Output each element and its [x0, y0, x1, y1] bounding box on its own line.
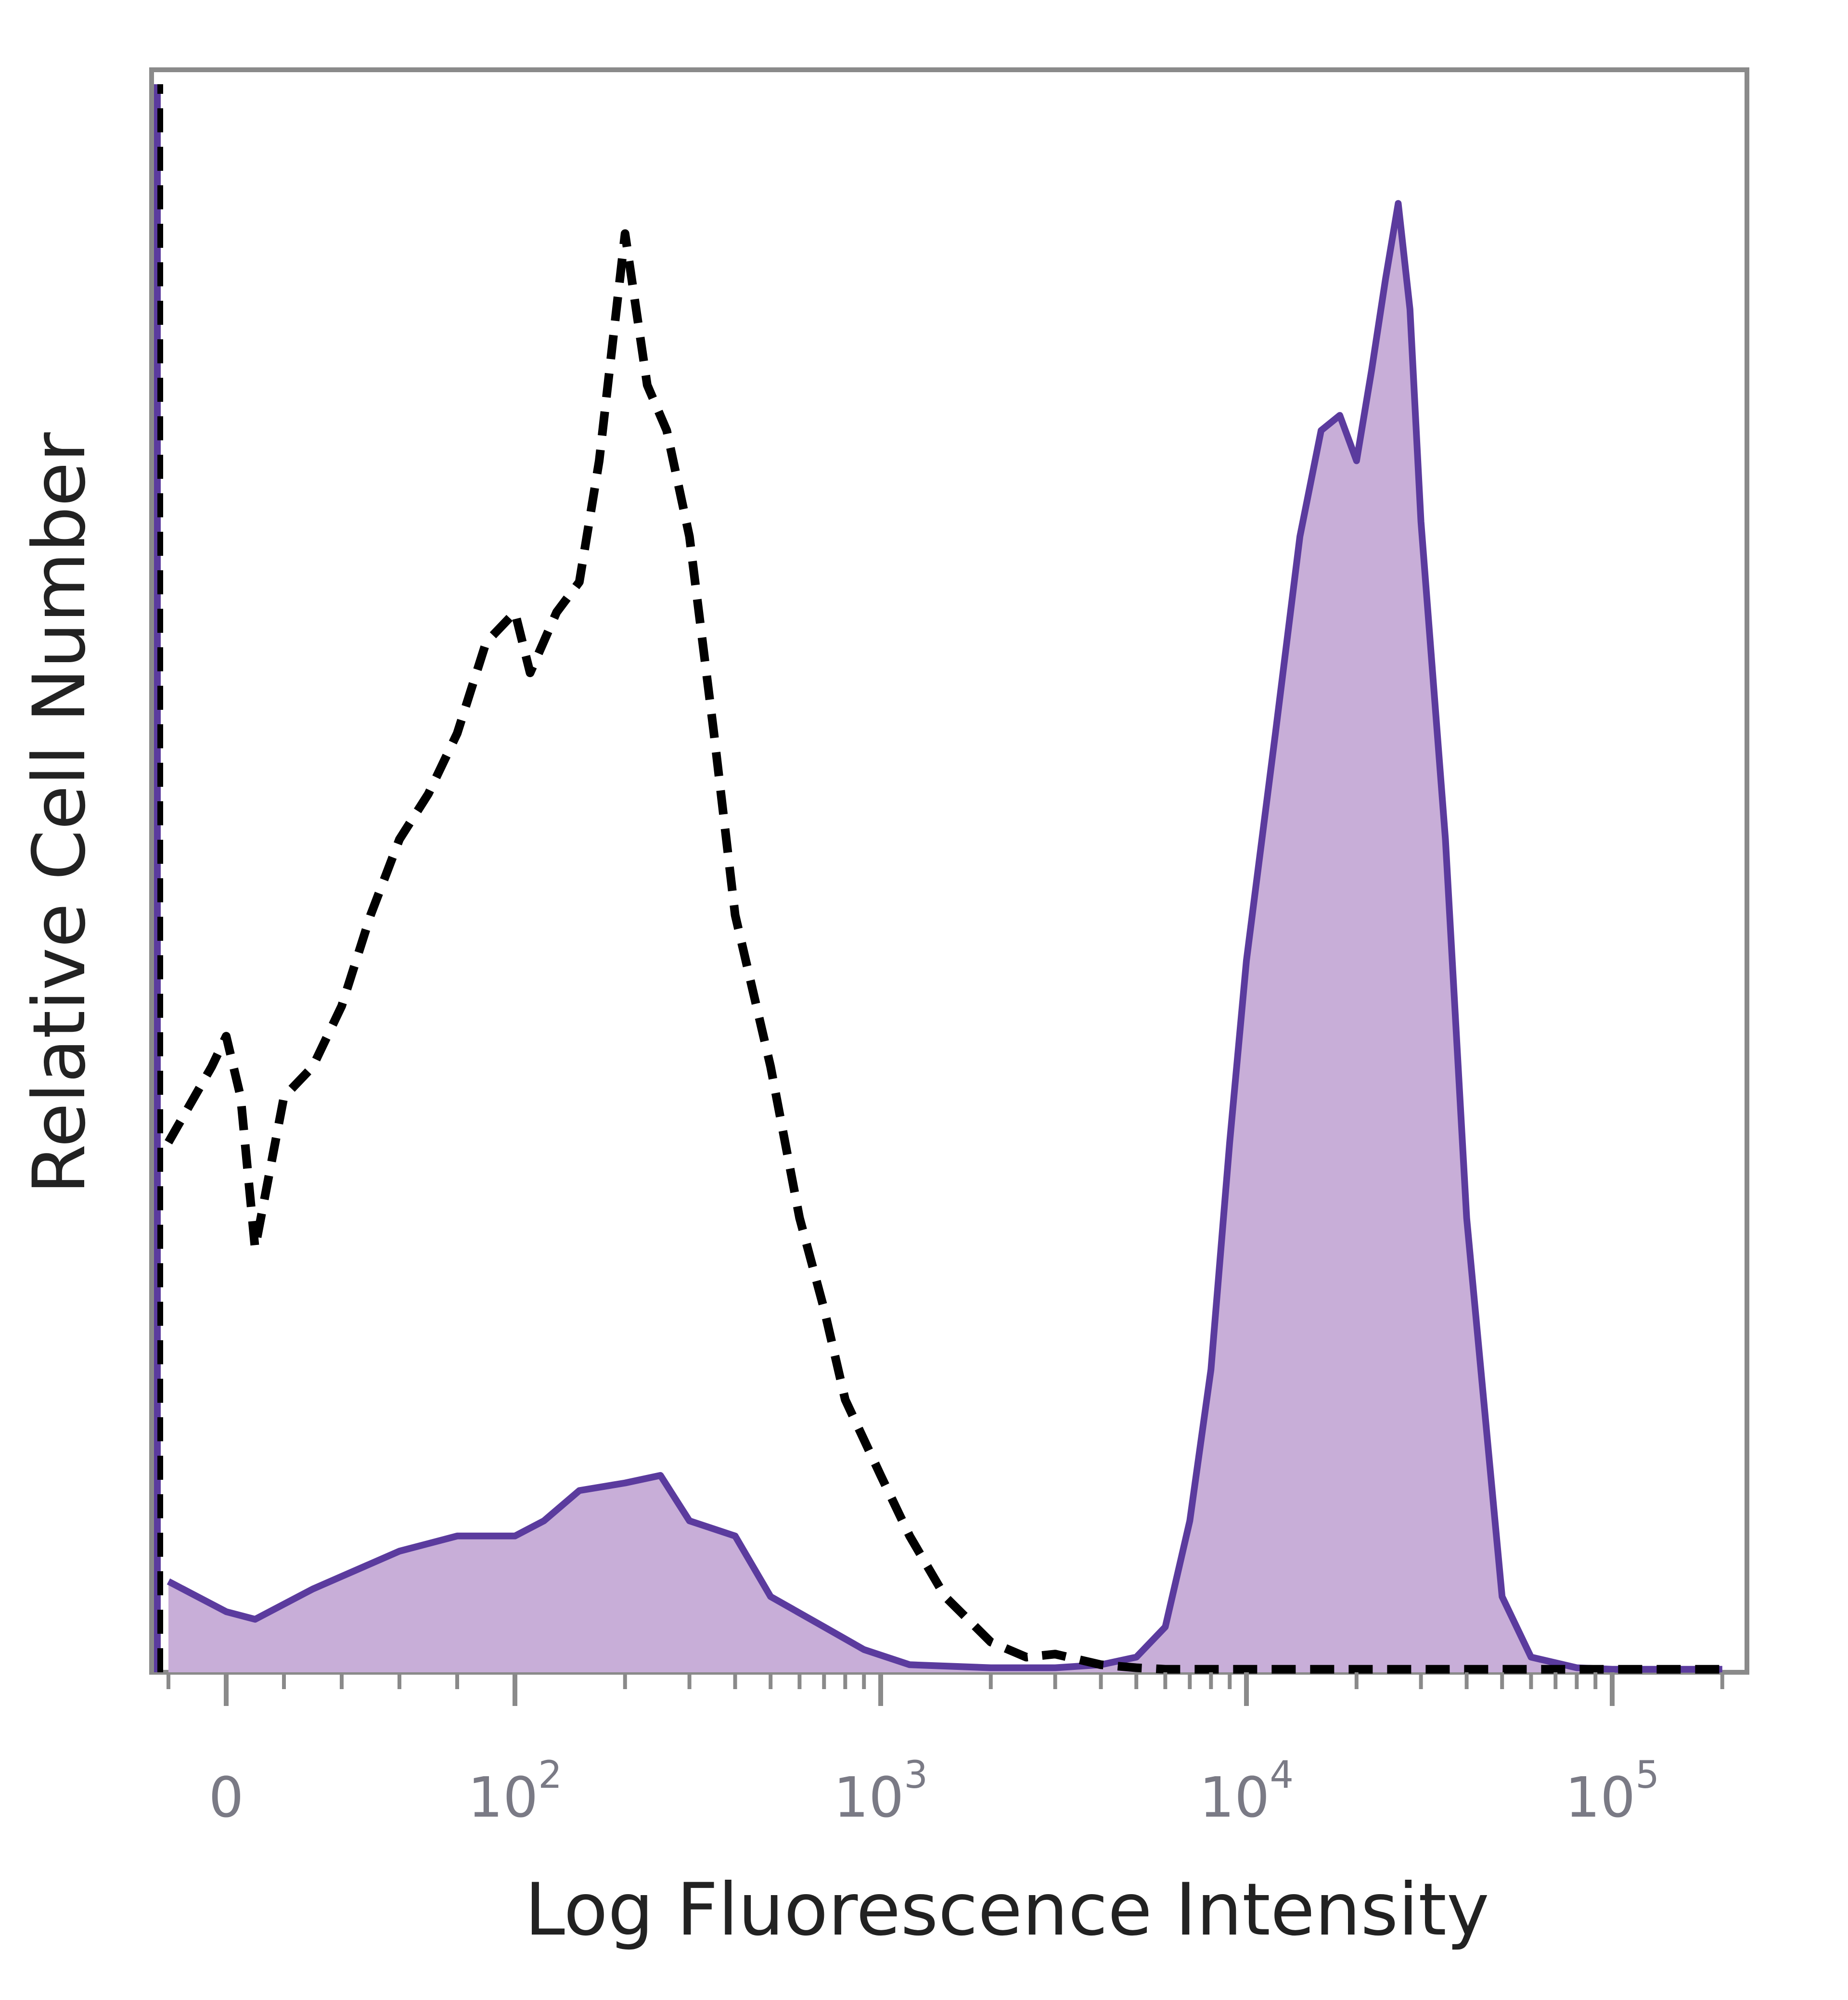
- x-tick-label: 102: [468, 1754, 562, 1830]
- x-axis: 0 102 103 104 105: [167, 1672, 1724, 1830]
- x-tick-label: 105: [1565, 1754, 1659, 1830]
- plot-area: [149, 67, 1749, 1675]
- x-axis-title: Log Fluorescence Intensity: [525, 1868, 1489, 1952]
- x-tick-label: 0: [208, 1766, 244, 1830]
- x-tick-label: 104: [1199, 1754, 1294, 1830]
- x-tick-label: 103: [834, 1754, 928, 1830]
- y-axis-title: Relative Cell Number: [18, 432, 102, 1194]
- series-0-line: [167, 200, 1722, 1673]
- series-0-fill: [168, 203, 1722, 1672]
